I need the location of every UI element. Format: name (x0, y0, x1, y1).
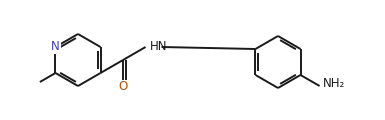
Text: N: N (51, 39, 60, 53)
Text: NH₂: NH₂ (323, 77, 345, 90)
Text: O: O (119, 80, 128, 93)
Text: HN: HN (149, 39, 167, 53)
Text: N: N (51, 39, 60, 53)
